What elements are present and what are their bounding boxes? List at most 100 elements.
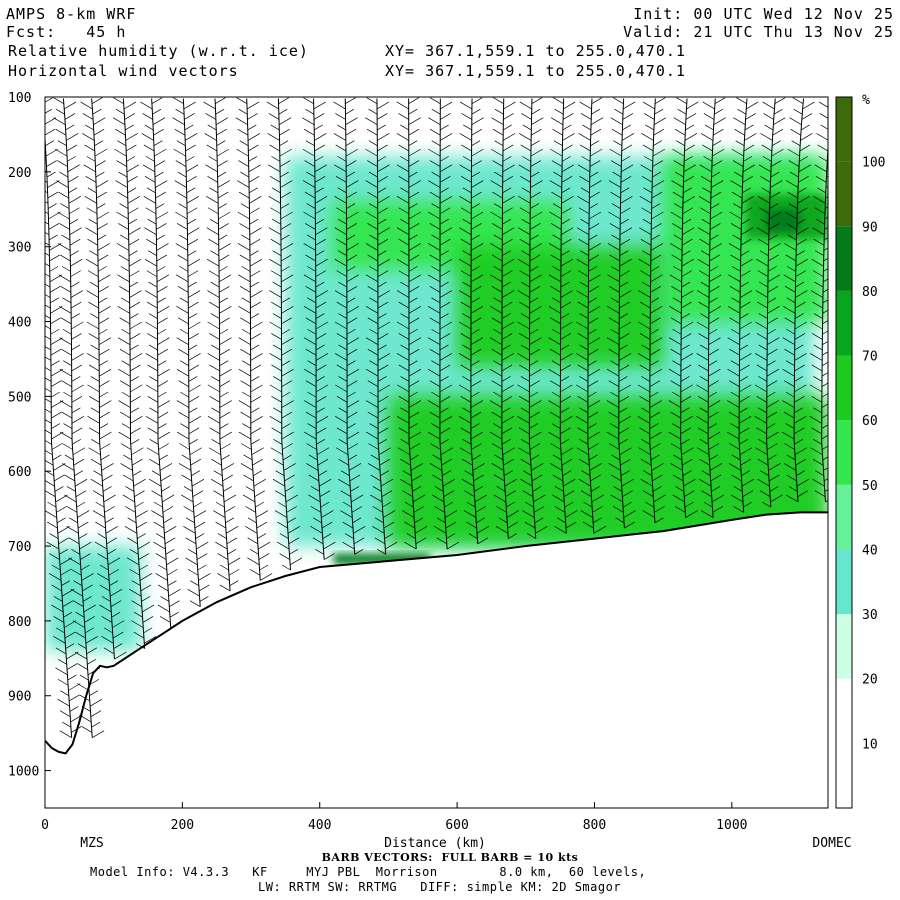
barb-staff — [182, 98, 201, 607]
barb-staff — [821, 139, 828, 502]
wind-barb-column — [140, 97, 183, 628]
barb-flags — [427, 97, 460, 550]
colorbar-segment — [836, 161, 852, 227]
y-tick-label: 400 — [8, 316, 31, 331]
barb-flags — [727, 97, 759, 513]
barb-flags — [548, 97, 578, 534]
barb-flags — [80, 97, 127, 660]
colorbar-segment — [836, 97, 852, 162]
barb-flags — [112, 97, 157, 649]
terrain — [45, 511, 828, 808]
y-tick-label: 200 — [8, 166, 31, 181]
end-station-label: DOMEC — [812, 836, 851, 850]
barb-flags — [606, 97, 636, 529]
y-tick-label: 700 — [8, 540, 31, 555]
y-tick-label: 1000 — [8, 765, 39, 780]
colorbar-label: 90 — [862, 220, 878, 235]
barb-flags — [668, 97, 699, 518]
colorbar-frame — [835, 96, 853, 809]
y-tick-label: 600 — [8, 465, 31, 480]
barb-staff — [649, 98, 656, 523]
barb-staff — [62, 98, 93, 738]
barb-flags — [365, 97, 398, 555]
barb-flags — [172, 97, 211, 607]
wind-barb-column — [172, 97, 211, 607]
x-tick-label: 0 — [41, 818, 49, 833]
x-tick-label: 800 — [583, 818, 606, 833]
colorbar-label: 10 — [862, 737, 878, 752]
xy-range-2: XY= 367.1,559.1 to 255.0,470.1 — [385, 62, 686, 80]
barb-flags — [235, 97, 273, 581]
y-axis: 100 200 300 400 500 600 700 800 900 1000 — [8, 91, 51, 780]
barb-flags — [396, 97, 428, 550]
wind-barb-column — [696, 97, 726, 518]
barb-flags — [140, 97, 183, 628]
x-tick-label: 1000 — [716, 818, 747, 833]
model-title: AMPS 8-km WRF — [6, 5, 137, 23]
barb-flags — [53, 97, 105, 738]
barb-flags — [754, 97, 786, 508]
wind-barb-column — [427, 97, 460, 550]
barb-flags — [782, 97, 815, 503]
y-tick-label: 100 — [8, 91, 31, 106]
wind-barb-column — [302, 97, 336, 560]
wind-barb-column — [235, 97, 273, 581]
colorbar-label: 30 — [862, 608, 878, 623]
barb-staff — [766, 98, 776, 508]
cross-section-chart: 100 200 300 400 500 600 700 800 900 1000 0 200 400 6… — [8, 91, 885, 850]
terrain-line — [45, 511, 828, 755]
colorbar-segment — [836, 678, 852, 744]
barb-flags — [45, 97, 83, 738]
forecast-hour: Fcst: 45 h — [6, 23, 127, 41]
init-time: Init: 00 UTC Wed 12 Nov 25 — [633, 5, 894, 23]
y-tick-label: 300 — [8, 241, 31, 256]
rh-region-90 — [333, 553, 430, 565]
model-physics: LW: RRTM SW: RRTMG DIFF: simple KM: 2D S… — [258, 880, 622, 894]
colorbar-segment — [836, 226, 852, 291]
field-label-wind: Horizontal wind vectors — [8, 62, 239, 80]
wind-barb-column — [782, 97, 815, 503]
xy-range-1: XY= 367.1,559.1 to 255.0,470.1 — [385, 42, 686, 60]
wind-barb-column — [548, 97, 578, 534]
wind-barbs — [45, 97, 828, 738]
x-tick-label: 400 — [308, 818, 331, 833]
wind-barb-column — [458, 97, 490, 545]
barb-staff — [344, 98, 356, 555]
colorbar-label: 60 — [862, 414, 878, 429]
barb-flags — [696, 97, 726, 518]
colorbar-label: 70 — [862, 350, 878, 365]
wind-barb-column — [53, 97, 105, 738]
barb-staff — [91, 98, 115, 660]
colorbar-label: 20 — [862, 673, 878, 688]
wind-barb-column — [45, 97, 83, 738]
barb-staff — [559, 98, 567, 534]
wind-barb-column — [203, 97, 241, 592]
colorbar-segment — [836, 355, 852, 421]
wind-barb-column — [517, 97, 548, 539]
wind-barb-column — [333, 97, 366, 555]
rh-region-40 — [45, 546, 142, 651]
barb-staff — [738, 98, 748, 513]
barb-staff — [793, 98, 805, 502]
barb-flags — [302, 97, 336, 560]
barb-flags — [333, 97, 366, 555]
wind-barb-column — [575, 97, 606, 534]
x-axis-label: Distance (km) — [384, 836, 486, 850]
plot-frame — [44, 96, 829, 809]
colorbar-segment — [836, 549, 852, 615]
wind-barb-column — [606, 97, 636, 529]
valid-time: Valid: 21 UTC Thu 13 Nov 25 — [623, 23, 894, 41]
y-tick-label: 900 — [8, 690, 31, 705]
wind-barb-column — [80, 97, 127, 660]
barb-staff — [376, 98, 387, 555]
colorbar-segment — [836, 484, 852, 550]
barb-staff — [470, 98, 479, 544]
wind-barb-column — [489, 97, 519, 539]
barb-flags — [203, 97, 241, 592]
colorbar: 10 20 30 40 50 60 70 80 90 100 — [835, 96, 885, 809]
wind-barb-column — [668, 97, 699, 518]
wind-barb-column — [396, 97, 428, 550]
barb-staff — [214, 98, 231, 591]
colorbar-label: 80 — [862, 285, 878, 300]
wind-barb-column — [365, 97, 398, 555]
